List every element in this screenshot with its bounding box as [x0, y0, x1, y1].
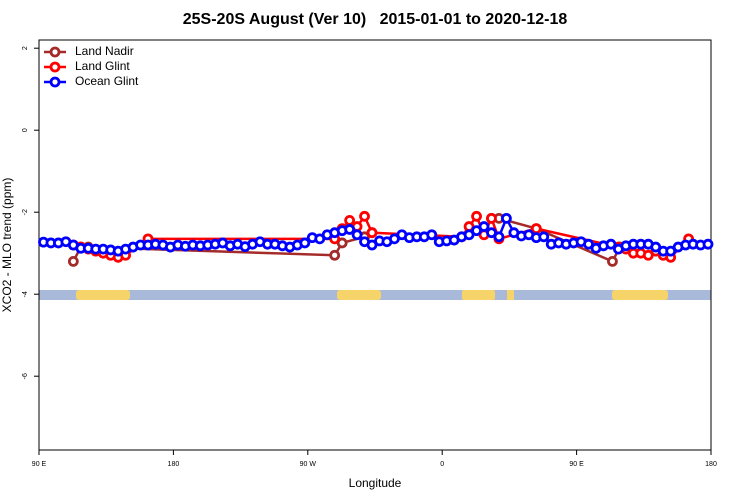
- chart-title: 25S-20S August (Ver 10) 2015-01-01 to 20…: [183, 11, 568, 28]
- data-point: [702, 238, 714, 250]
- data-point: [67, 255, 79, 267]
- data-point: [299, 237, 311, 249]
- data-point: [607, 255, 618, 267]
- map-strip: [39, 290, 711, 300]
- x-tick-label: 90 E: [569, 461, 584, 468]
- land-strip: [612, 290, 668, 300]
- data-point: [426, 229, 438, 241]
- y-tick-label: -4: [22, 291, 29, 297]
- data-point: [501, 212, 512, 224]
- land-strip: [76, 290, 130, 300]
- x-axis-label: Longitude: [349, 476, 402, 490]
- data-point: [359, 210, 370, 222]
- data-point: [366, 227, 378, 239]
- x-tick-label: 180: [168, 461, 180, 468]
- data-point: [344, 224, 356, 235]
- data-point: [538, 231, 550, 243]
- x-tick-label: 0: [440, 461, 444, 468]
- legend-symbol: [49, 76, 61, 88]
- data-point: [493, 231, 505, 243]
- data-point: [471, 210, 482, 222]
- legend-label: Land Glint: [75, 59, 130, 73]
- x-tick-label: 90 W: [300, 461, 317, 468]
- data-point: [530, 223, 542, 235]
- data-point: [486, 212, 497, 224]
- legend-label: Land Nadir: [75, 44, 134, 58]
- y-axis-label: XCO2 - MLO trend (ppm): [0, 178, 14, 313]
- series: [38, 212, 714, 257]
- data-point: [478, 221, 490, 232]
- x-tick-label: 90 E: [32, 461, 47, 468]
- x-tick-label: 180: [705, 461, 717, 468]
- data-point: [605, 238, 617, 250]
- legend-symbol: [49, 46, 61, 58]
- land-strip: [507, 290, 514, 300]
- legend-symbol: [49, 61, 61, 73]
- y-tick-label: 2: [22, 46, 29, 50]
- y-tick-label: -6: [22, 373, 29, 379]
- data-point: [344, 214, 356, 226]
- legend-label: Ocean Glint: [75, 74, 139, 88]
- y-tick-label: 0: [22, 128, 29, 132]
- y-tick-label: -2: [22, 209, 29, 215]
- data-point: [351, 229, 363, 241]
- land-strip: [337, 290, 381, 300]
- land-strip: [462, 290, 495, 300]
- data-point: [329, 249, 341, 261]
